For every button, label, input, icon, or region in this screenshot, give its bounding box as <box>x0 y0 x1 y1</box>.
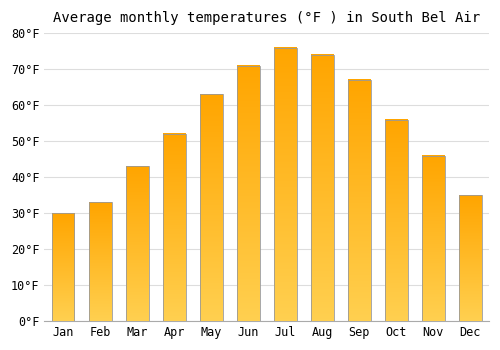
Bar <box>422 155 445 321</box>
Title: Average monthly temperatures (°F ) in South Bel Air: Average monthly temperatures (°F ) in So… <box>53 11 480 25</box>
Bar <box>311 55 334 321</box>
Bar <box>385 120 408 321</box>
Bar <box>236 65 260 321</box>
Bar <box>126 166 148 321</box>
Bar <box>200 94 222 321</box>
Bar <box>348 80 370 321</box>
Bar <box>459 195 482 321</box>
Bar <box>162 134 186 321</box>
Bar <box>52 213 74 321</box>
Bar <box>88 202 112 321</box>
Bar <box>274 48 296 321</box>
